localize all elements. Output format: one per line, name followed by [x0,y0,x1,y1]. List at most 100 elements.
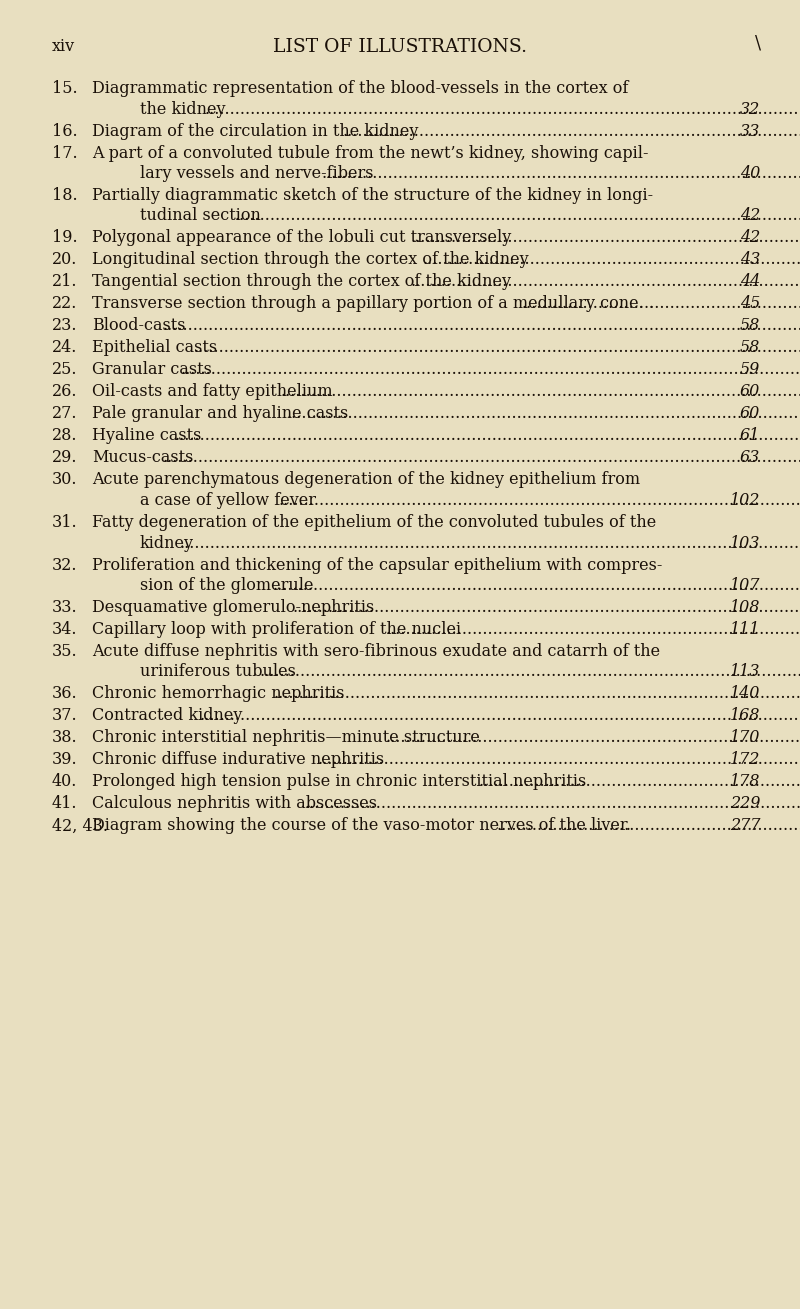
Text: 42: 42 [740,229,760,246]
Text: Partially diagrammatic sketch of the structure of the kidney in longi-: Partially diagrammatic sketch of the str… [92,187,653,204]
Text: 33.: 33. [52,600,78,617]
Text: 20.: 20. [52,251,78,268]
Text: LIST OF ILLUSTRATIONS.: LIST OF ILLUSTRATIONS. [273,38,527,56]
Text: 22.: 22. [52,296,78,313]
Text: \: \ [755,34,761,52]
Text: Diagram of the circulation in the kidney: Diagram of the circulation in the kidney [92,123,418,140]
Text: kidney: kidney [140,534,194,551]
Text: 107: 107 [730,577,760,594]
Text: 29.: 29. [52,449,78,466]
Text: 59: 59 [740,361,760,378]
Text: Polygonal appearance of the lobuli cut transversely: Polygonal appearance of the lobuli cut t… [92,229,511,246]
Text: Hyaline casts: Hyaline casts [92,428,202,445]
Text: 43: 43 [740,251,760,268]
Text: 33: 33 [740,123,760,140]
Text: 42, 43.: 42, 43. [52,818,108,835]
Text: tudinal section: tudinal section [140,208,261,225]
Text: Tangential section through the cortex of the kidney: Tangential section through the cortex of… [92,274,511,291]
Text: 140: 140 [730,686,760,703]
Text: ................................................................................: ........................................… [181,361,800,378]
Text: Calculous nephritis with abscesses: Calculous nephritis with abscesses [92,796,377,813]
Text: ................................................................................: ........................................… [386,729,800,746]
Text: 42: 42 [740,208,760,225]
Text: Pale granular and hyaline casts: Pale granular and hyaline casts [92,406,348,423]
Text: Chronic hemorrhagic nephritis: Chronic hemorrhagic nephritis [92,686,345,703]
Text: ................................................................................: ........................................… [305,796,800,813]
Text: Granular casts: Granular casts [92,361,212,378]
Text: 178: 178 [730,774,760,791]
Text: Desquamative glomerulo-nephritis: Desquamative glomerulo-nephritis [92,600,374,617]
Text: 103: 103 [730,534,760,551]
Text: 108: 108 [730,600,760,617]
Text: ...................................................................: ........................................… [478,774,800,791]
Text: xiv: xiv [52,38,75,55]
Text: 30.: 30. [52,471,78,488]
Text: ................................................................................: ........................................… [199,707,800,724]
Text: the kidney: the kidney [140,101,226,118]
Text: 40: 40 [740,165,760,182]
Text: ................................................................................: ........................................… [318,751,800,768]
Text: ................................................................................: ........................................… [286,406,800,423]
Text: 229: 229 [730,796,760,813]
Text: 44: 44 [740,274,760,291]
Text: 41.: 41. [52,796,78,813]
Text: Chronic diffuse indurative nephritis: Chronic diffuse indurative nephritis [92,751,384,768]
Text: ................................................................................: ........................................… [179,534,800,551]
Text: 34.: 34. [52,620,78,637]
Text: ................................................................................: ........................................… [174,428,800,445]
Text: 170: 170 [730,729,760,746]
Text: 28.: 28. [52,428,78,445]
Text: Diagram showing the course of the vaso-motor nerves of the liver.: Diagram showing the course of the vaso-m… [92,818,631,835]
Text: 15.: 15. [52,80,78,97]
Text: 36.: 36. [52,686,78,703]
Text: 38.: 38. [52,729,78,746]
Text: 27.: 27. [52,406,78,423]
Text: 25.: 25. [52,361,78,378]
Text: ................................................................................: ........................................… [293,600,800,617]
Text: lary vessels and nerve-fibers: lary vessels and nerve-fibers [140,165,374,182]
Text: 63: 63 [740,449,760,466]
Text: 60: 60 [740,384,760,401]
Text: ................................................................................: ........................................… [204,101,800,118]
Text: Fatty degeneration of the epithelium of the convoluted tubules of the: Fatty degeneration of the epithelium of … [92,514,656,531]
Text: 32.: 32. [52,556,78,573]
Text: Chronic interstitial nephritis—minute structure: Chronic interstitial nephritis—minute st… [92,729,480,746]
Text: 61: 61 [740,428,760,445]
Text: 24.: 24. [52,339,78,356]
Text: 113: 113 [730,664,760,681]
Text: 168: 168 [730,707,760,724]
Text: 32: 32 [740,101,760,118]
Text: Mucus-casts: Mucus-casts [92,449,194,466]
Text: Diagrammatic representation of the blood-vessels in the cortex of: Diagrammatic representation of the blood… [92,80,628,97]
Text: 26.: 26. [52,384,78,401]
Text: ................................................................................: ........................................… [194,339,800,356]
Text: 45: 45 [740,296,760,313]
Text: ................................................................................: ........................................… [410,274,800,291]
Text: Longitudinal section through the cortex of the kidney: Longitudinal section through the cortex … [92,251,529,268]
Text: Acute parenchymatous degeneration of the kidney epithelium from: Acute parenchymatous degeneration of the… [92,471,640,488]
Text: 111: 111 [730,620,760,637]
Text: ................................................................................: ........................................… [162,449,800,466]
Text: Transverse section through a papillary portion of a medullary cone. .: Transverse section through a papillary p… [92,296,654,313]
Text: ................................................................................: ........................................… [410,229,800,246]
Text: 277: 277 [730,818,760,835]
Text: ................................................................................: ........................................… [386,620,800,637]
Text: 58: 58 [740,339,760,356]
Text: ................................................................................: ........................................… [342,123,800,140]
Text: 60: 60 [740,406,760,423]
Text: 18.: 18. [52,187,78,204]
Text: Contracted kidney: Contracted kidney [92,707,242,724]
Text: 58: 58 [740,318,760,335]
Text: 172: 172 [730,751,760,768]
Text: ................................................................................: ........................................… [235,208,800,225]
Text: 40.: 40. [52,774,78,791]
Text: uriniferous tubules: uriniferous tubules [140,664,296,681]
Text: sion of the glomerule: sion of the glomerule [140,577,314,594]
Text: A part of a convoluted tubule from the newt’s kidney, showing capil-: A part of a convoluted tubule from the n… [92,144,649,161]
Text: a case of yellow fever: a case of yellow fever [140,492,316,509]
Text: ................................................................................: ........................................… [422,251,800,268]
Text: Blood-casts: Blood-casts [92,318,186,335]
Text: 39.: 39. [52,751,78,768]
Text: Capillary loop with proliferation of the nuclei: Capillary loop with proliferation of the… [92,620,461,637]
Text: Proliferation and thickening of the capsular epithelium with compres-: Proliferation and thickening of the caps… [92,556,662,573]
